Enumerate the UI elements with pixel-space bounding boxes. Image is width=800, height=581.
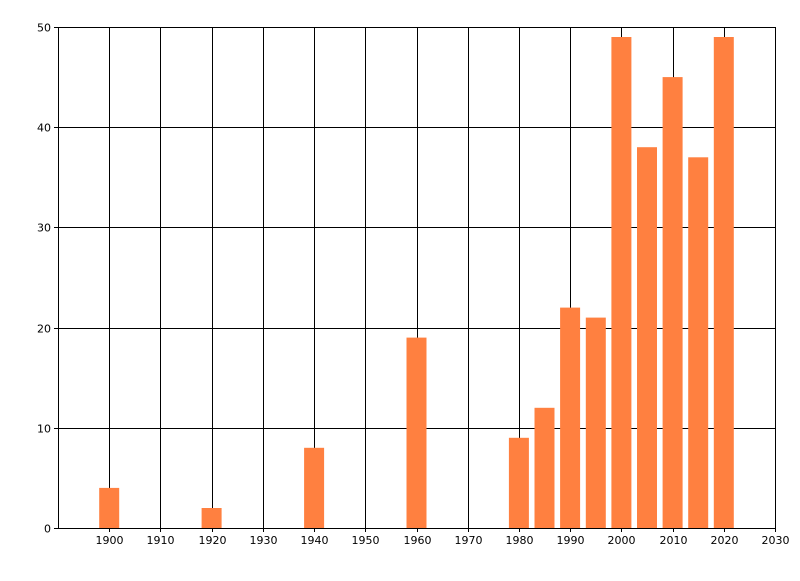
bar-2005-9 (637, 147, 657, 528)
y-tick-label: 20 (37, 323, 51, 336)
bar-1940-2 (304, 447, 325, 528)
y-tick-label: 30 (37, 222, 51, 235)
x-tick-label: 1900 (96, 534, 124, 547)
bar-2020-12 (713, 37, 734, 528)
x-tick-label: 1960 (404, 534, 432, 547)
bar-1920-1 (201, 508, 222, 528)
y-tick-label: 10 (37, 423, 51, 436)
bar-1960-3 (406, 337, 427, 528)
x-tick-label: 2030 (762, 534, 790, 547)
x-tick-label: 2000 (608, 534, 636, 547)
bar-2000-8 (611, 37, 632, 528)
axes (54, 27, 776, 532)
x-tick-label: 1930 (250, 534, 278, 547)
bar-2015-11 (688, 157, 709, 529)
bar-1990-6 (560, 307, 581, 528)
x-tick-label: 1990 (557, 534, 585, 547)
x-tick-label: 1970 (455, 534, 483, 547)
x-tick-label: 2010 (660, 534, 688, 547)
x-tick-label: 2020 (711, 534, 739, 547)
bar-1995-7 (585, 317, 606, 528)
y-tick-label: 0 (44, 523, 51, 536)
x-tick-label: 1940 (301, 534, 329, 547)
x-tick-label: 1950 (352, 534, 380, 547)
y-tick-label: 40 (37, 122, 51, 135)
y-tick-label: 50 (37, 22, 51, 35)
bars (99, 37, 734, 529)
x-tick-label: 1910 (147, 534, 175, 547)
bar-2010-10 (662, 77, 683, 528)
bar-1985-5 (534, 407, 555, 528)
bar-1980-4 (508, 437, 529, 528)
bar-1900-0 (99, 487, 120, 528)
x-tick-label: 1980 (506, 534, 534, 547)
x-tick-label: 1920 (199, 534, 227, 547)
